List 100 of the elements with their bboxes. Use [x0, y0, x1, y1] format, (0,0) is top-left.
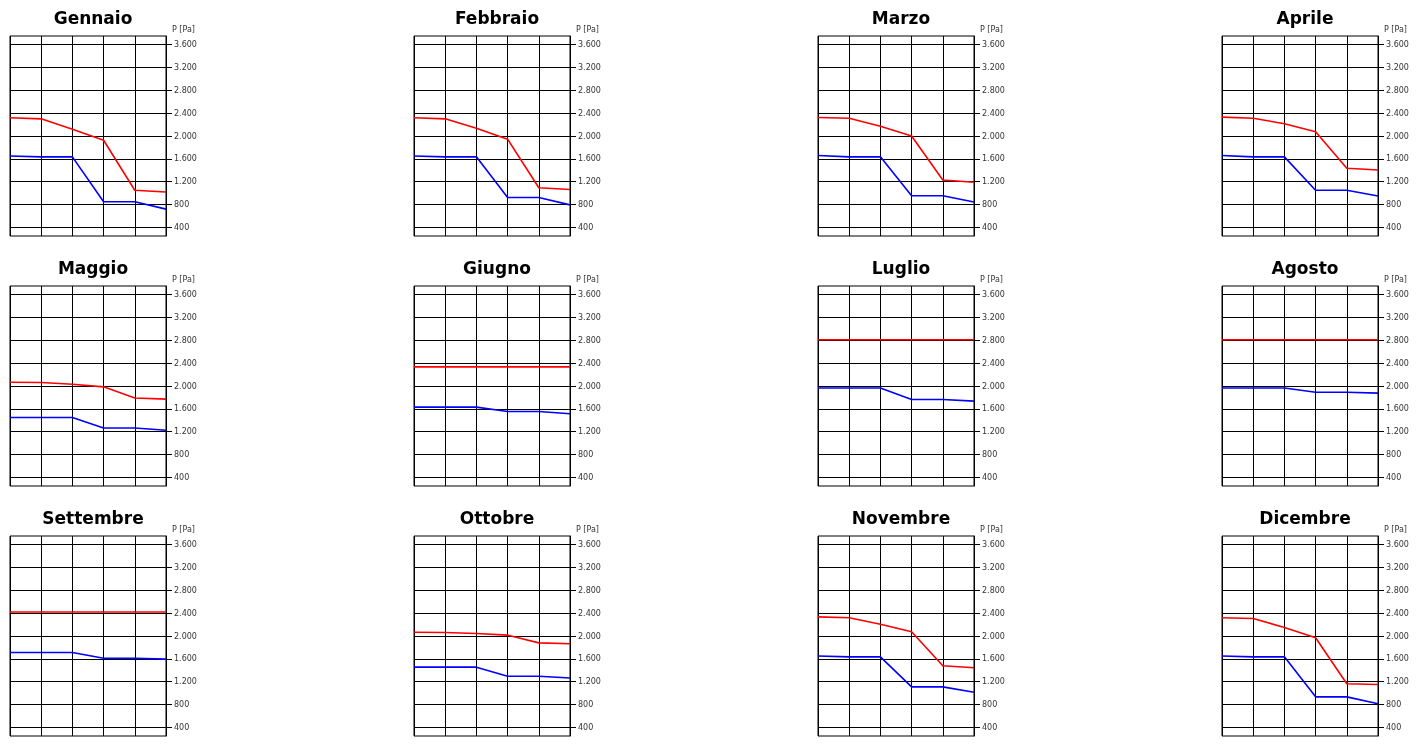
y-tick-label: 800: [982, 700, 998, 710]
y-tick-label: 1.600: [1386, 404, 1409, 414]
y-tick-label: 1.200: [1386, 177, 1409, 187]
y-tick-label: 3.600: [578, 290, 601, 300]
y-tick-label: 3.200: [174, 312, 197, 322]
y-tick-label: 2.000: [578, 131, 601, 141]
y-tick-label: 2.000: [174, 631, 197, 641]
y-axis-title: P [Pa]: [576, 524, 599, 534]
y-tick-label: 1.600: [174, 654, 197, 664]
y-tick-label: 3.600: [174, 540, 197, 550]
chart-title: Novembre: [851, 507, 951, 528]
y-tick-label: 3.200: [1386, 312, 1409, 322]
y-tick-label: 1.600: [1386, 154, 1409, 164]
y-tick-label: 400: [174, 222, 190, 232]
y-axis-title: P [Pa]: [980, 524, 1003, 534]
y-tick-label: 800: [982, 200, 998, 210]
chart-title: Ottobre: [459, 507, 535, 528]
y-tick-label: 2.800: [174, 335, 197, 345]
y-tick-label: 3.600: [174, 40, 197, 50]
y-axis-title: P [Pa]: [576, 274, 599, 284]
y-tick-label: 2.400: [174, 108, 197, 118]
y-axis-title: P [Pa]: [172, 274, 195, 284]
y-axis-title: P [Pa]: [172, 524, 195, 534]
y-axis-title: P [Pa]: [1384, 24, 1407, 34]
y-tick-label: 2.400: [174, 358, 197, 368]
chart-title: Aprile: [1276, 7, 1334, 28]
y-tick-label: 2.000: [982, 131, 1005, 141]
y-tick-label: 2.800: [1386, 585, 1409, 595]
y-tick-label: 800: [982, 450, 998, 460]
chart-title: Luglio: [871, 257, 931, 278]
y-tick-label: 2.800: [1386, 85, 1409, 95]
y-tick-label: 1.200: [174, 677, 197, 687]
y-tick-label: 3.200: [982, 62, 1005, 72]
y-tick-label: 800: [1386, 700, 1402, 710]
y-tick-label: 2.400: [982, 608, 1005, 618]
y-tick-label: 400: [174, 472, 190, 482]
y-tick-label: 2.400: [174, 608, 197, 618]
y-tick-label: 3.200: [578, 62, 601, 72]
y-tick-label: 1.600: [1386, 654, 1409, 664]
y-tick-label: 400: [982, 472, 998, 482]
y-tick-label: 2.400: [982, 358, 1005, 368]
y-tick-label: 2.800: [578, 335, 601, 345]
y-tick-label: 1.600: [174, 154, 197, 164]
y-tick-label: 1.200: [982, 677, 1005, 687]
y-tick-label: 800: [578, 700, 594, 710]
y-tick-label: 400: [982, 722, 998, 732]
y-tick-label: 1.200: [1386, 677, 1409, 687]
y-tick-label: 2.800: [174, 585, 197, 595]
y-tick-label: 1.600: [578, 154, 601, 164]
y-tick-label: 2.000: [982, 381, 1005, 391]
y-tick-label: 800: [578, 200, 594, 210]
y-tick-label: 1.600: [982, 654, 1005, 664]
y-axis-title: P [Pa]: [980, 24, 1003, 34]
chart-title: Settembre: [42, 507, 144, 528]
y-tick-label: 1.200: [1386, 427, 1409, 437]
y-tick-label: 1.600: [174, 404, 197, 414]
y-tick-label: 3.200: [174, 562, 197, 572]
y-tick-label: 2.000: [1386, 381, 1409, 391]
chart-title: Gennaio: [53, 7, 133, 28]
y-axis-title: P [Pa]: [980, 274, 1003, 284]
y-tick-label: 2.000: [174, 131, 197, 141]
y-tick-label: 1.600: [578, 404, 601, 414]
y-tick-label: 3.200: [982, 312, 1005, 322]
y-tick-label: 800: [174, 200, 190, 210]
y-tick-label: 3.200: [174, 62, 197, 72]
y-tick-label: 400: [578, 222, 594, 232]
y-tick-label: 3.600: [1386, 290, 1409, 300]
chart-title: Dicembre: [1259, 507, 1351, 528]
y-tick-label: 3.200: [578, 562, 601, 572]
chart-title: Giugno: [463, 257, 531, 278]
y-tick-label: 2.400: [1386, 608, 1409, 618]
y-tick-label: 3.200: [578, 312, 601, 322]
y-tick-label: 2.800: [982, 335, 1005, 345]
y-tick-label: 400: [1386, 722, 1402, 732]
y-tick-label: 2.000: [1386, 131, 1409, 141]
y-axis-title: P [Pa]: [576, 24, 599, 34]
chart-title: Febbraio: [454, 7, 540, 28]
y-tick-label: 2.800: [982, 85, 1005, 95]
y-tick-label: 2.400: [578, 108, 601, 118]
y-tick-label: 800: [174, 450, 190, 460]
chart-title: Agosto: [1271, 257, 1339, 278]
y-tick-label: 1.200: [982, 427, 1005, 437]
y-tick-label: 400: [1386, 472, 1402, 482]
y-tick-label: 400: [1386, 222, 1402, 232]
y-tick-label: 3.200: [1386, 62, 1409, 72]
y-tick-label: 3.600: [1386, 540, 1409, 550]
y-tick-label: 2.400: [578, 608, 601, 618]
y-tick-label: 2.400: [1386, 358, 1409, 368]
y-tick-label: 2.800: [578, 85, 601, 95]
y-tick-label: 3.600: [982, 290, 1005, 300]
y-tick-label: 1.600: [982, 154, 1005, 164]
y-tick-label: 3.600: [578, 540, 601, 550]
y-tick-label: 1.200: [578, 677, 601, 687]
y-tick-label: 2.800: [578, 585, 601, 595]
y-tick-label: 1.200: [174, 427, 197, 437]
y-tick-label: 2.800: [982, 585, 1005, 595]
y-tick-label: 2.000: [578, 631, 601, 641]
y-tick-label: 1.200: [578, 427, 601, 437]
y-tick-label: 2.800: [174, 85, 197, 95]
y-tick-label: 3.600: [982, 40, 1005, 50]
